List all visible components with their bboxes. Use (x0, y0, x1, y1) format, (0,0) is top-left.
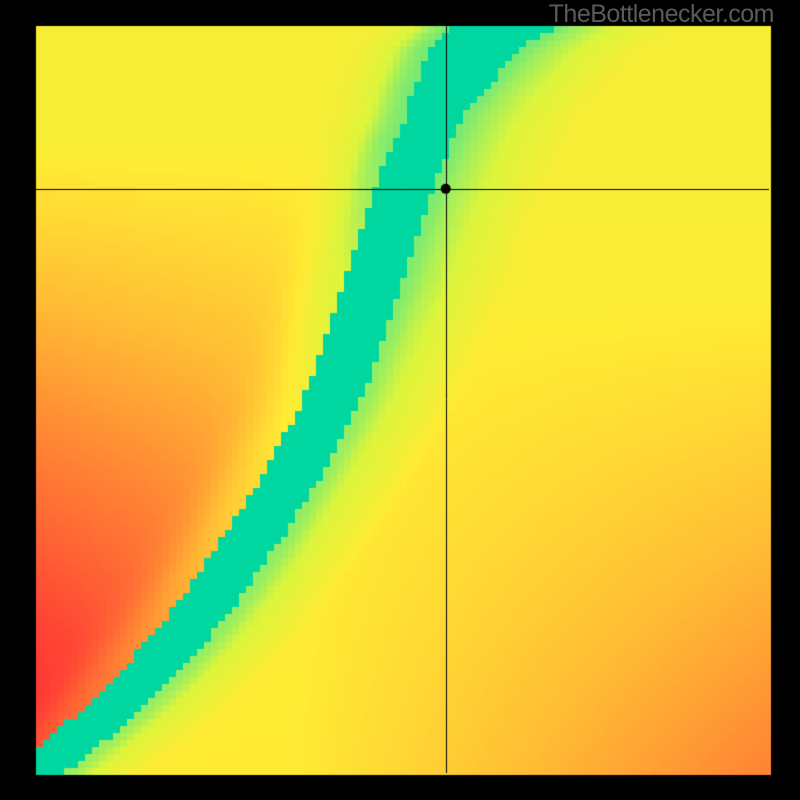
bottleneck-heatmap (0, 0, 800, 800)
watermark-text: TheBottlenecker.com (549, 0, 774, 29)
chart-container: TheBottlenecker.com (0, 0, 800, 800)
